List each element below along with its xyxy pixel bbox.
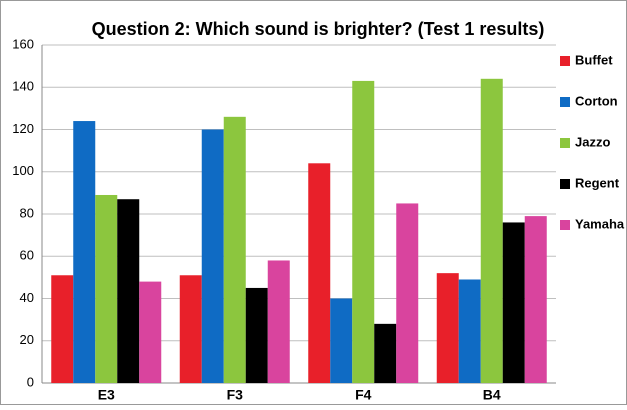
bar bbox=[179, 275, 202, 383]
bar bbox=[73, 121, 96, 384]
y-tick-label: 0 bbox=[27, 374, 34, 389]
y-tick-label: 80 bbox=[20, 205, 34, 220]
y-tick-label: 100 bbox=[12, 163, 34, 178]
y-tick-label: 120 bbox=[12, 121, 34, 136]
bar bbox=[502, 222, 525, 383]
legend-label: Yamaha bbox=[575, 216, 625, 231]
y-tick-label: 160 bbox=[12, 36, 34, 51]
y-tick-label: 60 bbox=[20, 248, 34, 263]
legend-swatch bbox=[560, 56, 570, 66]
x-tick-label: F4 bbox=[355, 387, 372, 403]
bar bbox=[374, 323, 397, 383]
bar bbox=[352, 80, 375, 383]
bar bbox=[436, 273, 459, 383]
bar bbox=[458, 279, 481, 383]
bar bbox=[117, 199, 140, 383]
bar bbox=[267, 260, 290, 383]
bar bbox=[245, 287, 268, 383]
bar bbox=[95, 194, 118, 383]
legend-label: Regent bbox=[575, 175, 620, 190]
legend-swatch bbox=[560, 220, 570, 230]
y-tick-label: 20 bbox=[20, 332, 34, 347]
legend-label: Corton bbox=[575, 93, 618, 108]
bar bbox=[308, 163, 331, 383]
bar bbox=[223, 116, 246, 383]
x-tick-label: E3 bbox=[98, 387, 115, 403]
y-tick-label: 40 bbox=[20, 290, 34, 305]
bar bbox=[396, 203, 419, 383]
legend-swatch bbox=[560, 97, 570, 107]
x-tick-label: F3 bbox=[227, 387, 244, 403]
bar bbox=[51, 275, 74, 383]
y-tick-label: 140 bbox=[12, 79, 34, 94]
legend-swatch bbox=[560, 179, 570, 189]
bar bbox=[480, 78, 503, 384]
bar bbox=[139, 281, 162, 383]
bar bbox=[524, 216, 547, 383]
bar bbox=[201, 129, 224, 383]
legend-label: Buffet bbox=[575, 52, 613, 67]
bar bbox=[330, 298, 353, 383]
x-tick-label: B4 bbox=[483, 387, 501, 403]
legend-swatch bbox=[560, 138, 570, 148]
chart-title: Question 2: Which sound is brighter? (Te… bbox=[92, 19, 545, 39]
legend-label: Jazzo bbox=[575, 134, 610, 149]
